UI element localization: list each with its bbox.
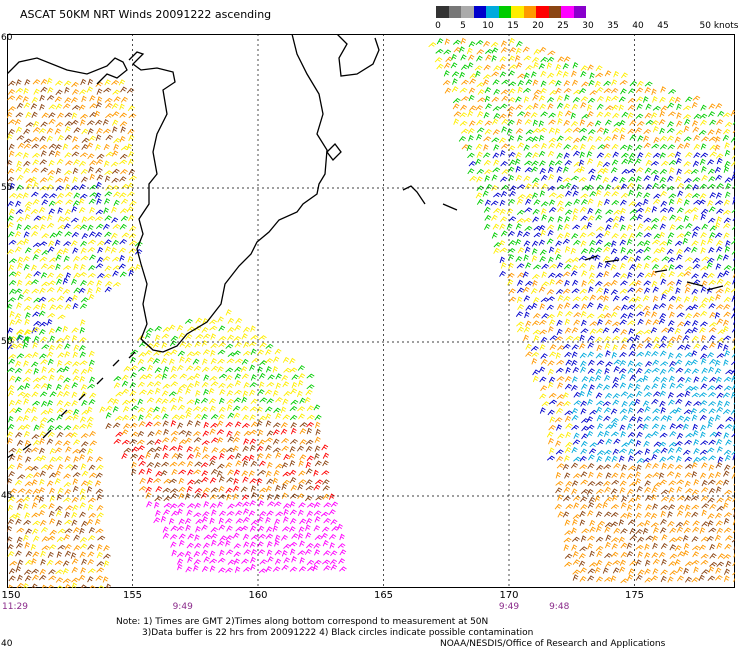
lat-lon-grid <box>7 34 735 588</box>
legend-tick: 0 <box>435 21 441 31</box>
legend-swatch <box>498 6 511 18</box>
legend-swatch <box>511 6 524 18</box>
note-line-1: Note: 1) Times are GMT 2)Times along bot… <box>116 617 489 627</box>
legend-swatch <box>448 6 461 18</box>
latitude-label: 40 <box>1 639 13 649</box>
swath-time-label: 11:29 <box>2 602 28 612</box>
map-frame <box>7 34 735 588</box>
legend-tick: 35 <box>607 21 619 31</box>
swath-time-label: 9:49 <box>172 602 193 612</box>
wind-barb-swaths <box>7 37 735 588</box>
legend-swatch <box>436 6 449 18</box>
latitude-label: 50 <box>1 337 13 347</box>
swath-central <box>99 309 347 574</box>
latitude-label: 60 <box>1 33 13 43</box>
longitude-label: 150 <box>1 590 21 601</box>
legend-swatch <box>536 6 549 18</box>
longitude-label: 155 <box>122 590 143 601</box>
longitude-label: 160 <box>248 590 268 601</box>
legend-tick: 45 <box>657 21 669 31</box>
commander-islands <box>402 185 458 211</box>
swath-time-label: 9:49 <box>498 602 520 612</box>
legend-swatch <box>548 6 561 18</box>
legend-swatch <box>473 6 486 18</box>
legend-unit-label: 50 knots <box>699 21 739 31</box>
latitude-label: 55 <box>1 183 13 193</box>
legend-swatch <box>523 6 536 18</box>
karaginsky-island <box>326 143 342 161</box>
latitude-label: 45 <box>1 491 13 501</box>
kamchatka-coastline <box>128 34 328 353</box>
legend-tick: 15 <box>507 21 519 31</box>
aleutian-islands <box>584 255 724 291</box>
kuril-islands <box>7 351 136 459</box>
swath-time-label: 9:48 <box>549 602 570 612</box>
legend-swatch <box>486 6 499 18</box>
legend-tick: 20 <box>532 21 544 31</box>
swath-west-upper <box>7 77 143 351</box>
wind-speed-legend: 0 5 10 15 20 25 30 35 40 45 50 knots <box>435 6 739 34</box>
legend-tick: 40 <box>632 21 644 31</box>
longitude-label: 165 <box>373 590 394 601</box>
legend-swatch <box>461 6 474 18</box>
swath-east <box>428 37 735 584</box>
note-line-3: NOAA/NESDIS/Office of Research and Appli… <box>440 639 666 649</box>
note-line-2: 3)Data buffer is 22 hrs from 20091222 4)… <box>142 628 534 638</box>
mainland-coast-west <box>7 57 128 85</box>
legend-tick: 10 <box>482 21 494 31</box>
legend-tick: 30 <box>582 21 594 31</box>
coastline <box>7 34 724 459</box>
wind-map <box>7 34 735 588</box>
map-title: ASCAT 50KM NRT Winds 20091222 ascending <box>20 8 272 21</box>
swath-west-lower <box>7 319 112 588</box>
legend-swatch <box>573 6 586 18</box>
legend-tick: 25 <box>557 21 569 31</box>
legend-swatch <box>561 6 574 18</box>
legend-tick: 5 <box>460 21 466 31</box>
mainland-coast-east <box>336 34 380 77</box>
longitude-label: 170 <box>499 590 519 601</box>
longitude-label: 175 <box>624 590 645 601</box>
